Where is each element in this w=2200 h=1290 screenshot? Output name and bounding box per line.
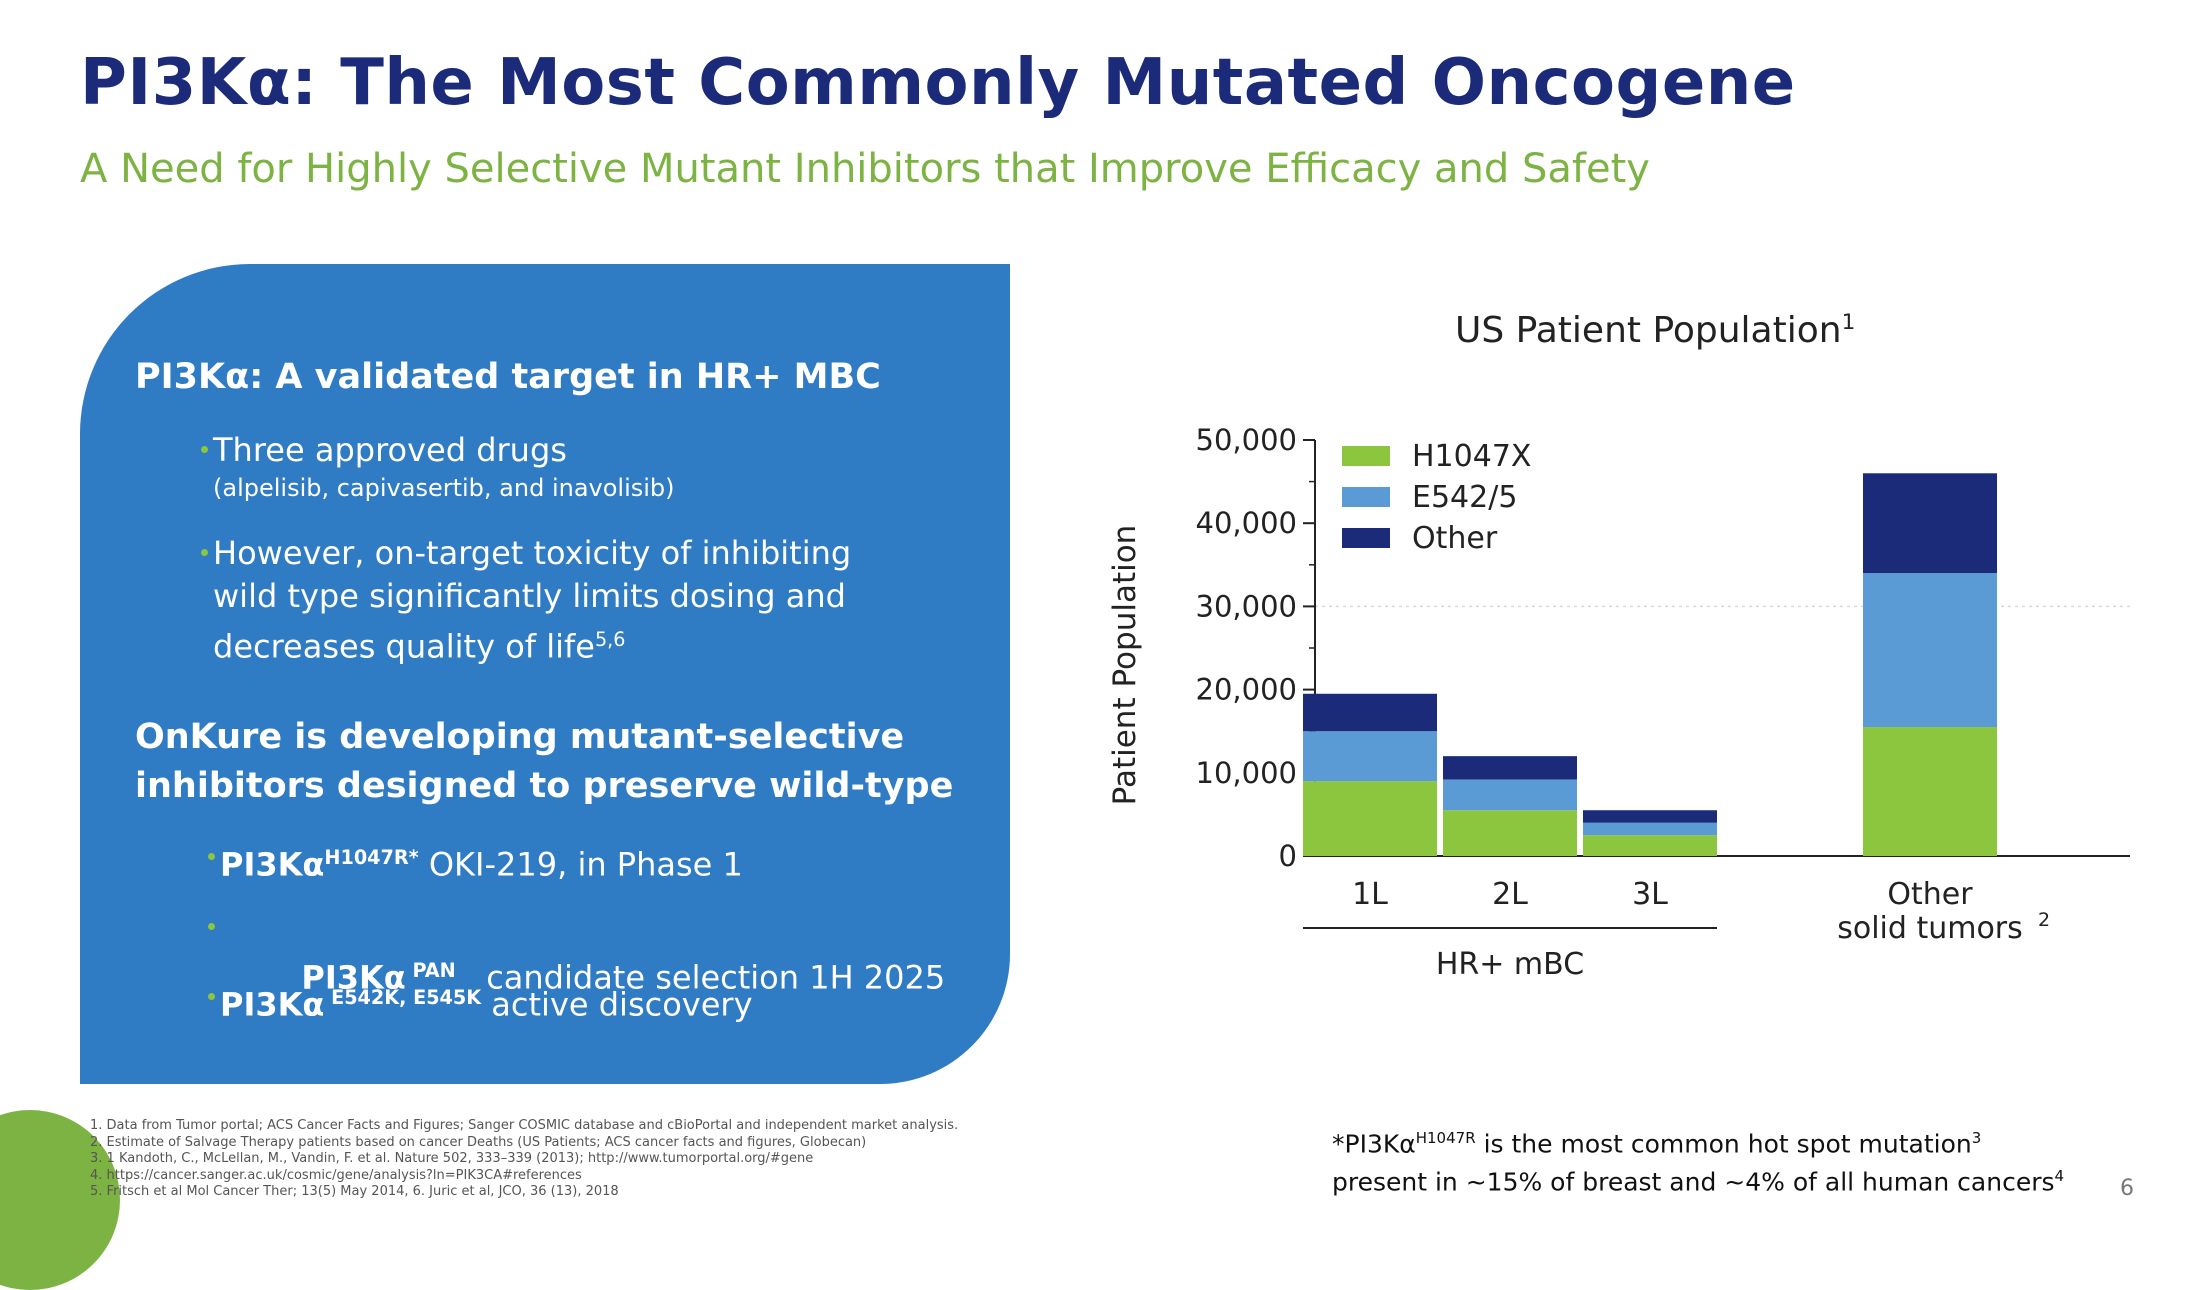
x-tick-label: 1L — [1352, 877, 1388, 912]
footnote: 2. Estimate of Salvage Therapy patients … — [90, 1134, 867, 1150]
pipeline-item-variant: PAN — [405, 959, 456, 982]
note-variant: H1047R — [1415, 1129, 1476, 1147]
bar-segment — [1863, 727, 1997, 856]
bar-segment — [1863, 573, 1997, 728]
pipeline-item-name: PI3Kα — [220, 985, 325, 1024]
footnotes: 1. Data from Tumor portal; ACS Cancer Fa… — [90, 1118, 958, 1201]
note-ref: 4 — [2054, 1167, 2065, 1186]
legend-swatch — [1342, 528, 1390, 548]
y-tick-label: 10,000 — [1196, 756, 1297, 790]
bullet-toxicity-ref: 5,6 — [594, 628, 626, 651]
patient-population-chart: 0 10,000 20,000 30,000 40,000 50,000 1L 2L 3L Oth… — [1196, 423, 2130, 982]
footnote: 4. https://cancer.sanger.ac.uk/cosmic/ge… — [90, 1167, 582, 1183]
legend-label: Other — [1412, 521, 1498, 556]
bullet-approved-drugs-detail: (alpelisib, capivasertib, and inavolisib… — [213, 474, 675, 502]
y-tick-label: 20,000 — [1196, 673, 1297, 707]
y-tick-label: 50,000 — [1196, 423, 1297, 457]
pipeline-item-variant: H1047R* — [324, 846, 419, 869]
bullet-dot — [201, 446, 208, 453]
pipeline-item-name: PI3Kα — [301, 958, 406, 997]
legend-swatch — [1342, 446, 1390, 466]
page-number: 6 — [2120, 1176, 2134, 1201]
mutation-note: *PI3KαH1047R is the most common hot spot… — [1332, 1122, 2064, 1199]
pipeline-item-status: OKI-219, in Phase 1 — [418, 845, 743, 884]
bar-segment — [1303, 693, 1437, 732]
bar-segment — [1443, 810, 1577, 856]
bullet-toxicity-line3: decreases quality of life5,6 — [213, 618, 625, 669]
note-line2: present in ~15% of breast and ~4% of all… — [1332, 1167, 2055, 1197]
group-label: HR+ mBC — [1436, 947, 1584, 982]
x-tick-label: 2L — [1492, 877, 1528, 912]
pipeline-item-variant: E542K, E545K — [324, 986, 482, 1009]
footnote: 3. 1 Kandoth, C., McLellan, M., Vandin, … — [90, 1151, 814, 1166]
panel-heading-validated-target: PI3Kα: A validated target in HR+ MBC — [135, 357, 881, 397]
footnote: 5. Fritsch et al Mol Cancer Ther; 13(5) … — [90, 1184, 619, 1199]
bullet-approved-drugs-text: Three approved drugs — [213, 431, 567, 469]
bullet-dot — [208, 853, 215, 860]
bar-segment — [1303, 731, 1437, 782]
y-tick-label: 30,000 — [1196, 589, 1297, 623]
panel-heading-onkure-line2: inhibitors designed to preserve wild-typ… — [135, 766, 954, 806]
bar-segment — [1583, 835, 1717, 856]
note-line1: is the most common hot spot mutation — [1475, 1129, 1972, 1159]
note-ref: 3 — [1971, 1129, 1982, 1147]
legend-label: E542/5 — [1412, 480, 1517, 515]
page-title: PI3Kα: The Most Commonly Mutated Oncogen… — [80, 46, 1796, 120]
panel-heading-onkure-line1: OnKure is developing mutant-selective — [135, 717, 905, 757]
x-tick-label: solid tumors — [1837, 911, 2023, 946]
bar-segment — [1863, 473, 1997, 574]
bullet-toxicity-line1: However, on-target toxicity of inhibitin… — [213, 534, 852, 572]
note-prefix: *PI3Kα — [1332, 1129, 1416, 1159]
y-tick-label: 40,000 — [1196, 506, 1297, 540]
x-tick-label-ref: 2 — [2038, 909, 2050, 931]
info-panel: PI3Kα: A validated target in HR+ MBC Thr… — [80, 264, 1010, 1084]
chart-title-text: US Patient Population — [1455, 310, 1842, 351]
bar-segment — [1443, 779, 1577, 811]
bar-segment — [1443, 756, 1577, 780]
legend-label: H1047X — [1412, 439, 1531, 474]
chart-title: US Patient Population1 — [1455, 310, 1855, 351]
x-tick-label: Other — [1887, 877, 1973, 912]
chart-title-ref: 1 — [1841, 310, 1856, 335]
x-tick-label: 3L — [1632, 877, 1668, 912]
footnote: 1. Data from Tumor portal; ACS Cancer Fa… — [90, 1118, 959, 1133]
pipeline-item-status: active discovery — [481, 985, 753, 1024]
bar-segment — [1583, 810, 1717, 823]
bar-segment — [1583, 822, 1717, 836]
bullet-dot — [208, 923, 215, 930]
bullet-toxicity-line2: wild type significantly limits dosing an… — [213, 577, 846, 615]
pipeline-item-status: candidate selection 1H 2025 — [455, 958, 946, 997]
y-tick-label: 0 — [1279, 839, 1297, 873]
bullet-toxicity-line3-text: decreases quality of life — [213, 627, 595, 666]
bullet-dot — [208, 993, 215, 1000]
bullet-dot — [201, 549, 208, 556]
bar-segment — [1303, 781, 1437, 856]
legend-swatch — [1342, 487, 1390, 507]
page-subtitle: A Need for Highly Selective Mutant Inhib… — [80, 146, 1650, 192]
pipeline-item-name: PI3Kα — [220, 845, 325, 884]
